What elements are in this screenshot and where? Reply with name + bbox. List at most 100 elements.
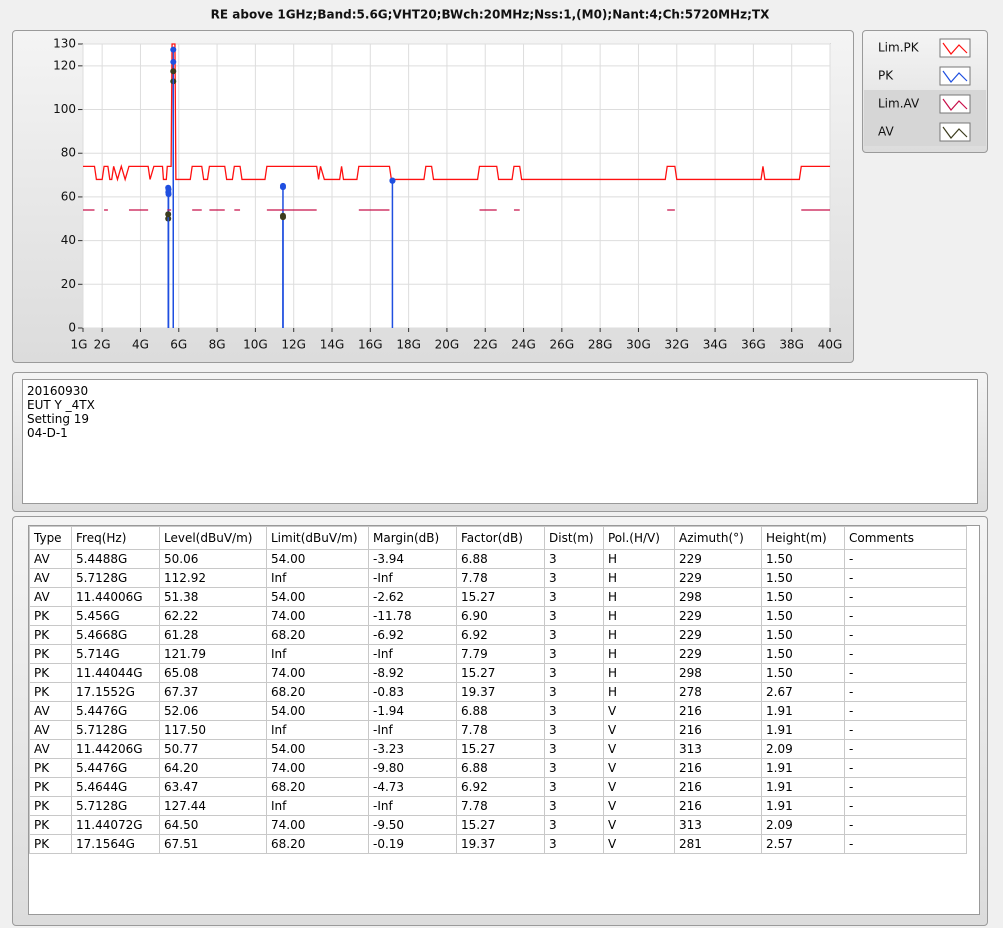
stem-point	[165, 186, 172, 193]
table-cell: 52.06	[159, 701, 267, 721]
y-tick-label: 100	[53, 102, 76, 116]
x-tick-label: 38G	[779, 338, 804, 352]
table-cell: -	[844, 568, 967, 588]
x-tick-label: 34G	[703, 338, 728, 352]
legend-swatch-box	[939, 38, 971, 58]
table-cell: V	[603, 701, 675, 721]
table-cell: 2.67	[761, 682, 845, 702]
table-cell: 7.79	[456, 644, 545, 664]
table-cell: -	[844, 834, 967, 854]
x-tick-label: 12G	[281, 338, 306, 352]
table-cell: 1.91	[761, 720, 845, 740]
table-row: AV 5.7128G 112.92 Inf -Inf 7.78 3 H 229 1.50-	[29, 568, 967, 588]
table-cell: 65.08	[159, 663, 267, 683]
notes-panel: 20160930 EUT Y _4TX Setting 19 04-D-1	[12, 372, 988, 512]
table-cell: H	[603, 568, 675, 588]
table-cell: 6.88	[456, 701, 545, 721]
table-cell: 74.00	[266, 663, 369, 683]
y-tick-label: 60	[61, 189, 76, 203]
table-cell: V	[603, 796, 675, 816]
table-cell: 17.1552G	[71, 682, 160, 702]
stem-point	[280, 214, 287, 221]
table-cell: 11.44072G	[71, 815, 160, 835]
table-cell: H	[603, 682, 675, 702]
table-row: PK 11.44072G 64.50 74.00 -9.50 15.27 3 V 313 2.09…	[29, 815, 967, 835]
table-cell: AV	[29, 587, 72, 607]
table-cell: AV	[29, 739, 72, 759]
x-tick-label: 24G	[511, 338, 536, 352]
table-cell: H	[603, 644, 675, 664]
chart-title: RE above 1GHz;Band:5.6G;VHT20;BWch:20MHz…	[211, 8, 770, 22]
x-tick-label: 14G	[320, 338, 345, 352]
column-header: Freq(Hz)	[71, 526, 160, 550]
table-cell: -11.78	[368, 606, 457, 626]
column-header: Margin(dB)	[368, 526, 457, 550]
table-cell: 2.57	[761, 834, 845, 854]
y-tick-label: 120	[53, 58, 76, 72]
table-cell: 61.28	[159, 625, 267, 645]
table-cell: Inf	[266, 796, 369, 816]
table-cell: 216	[674, 701, 762, 721]
table-cell: 216	[674, 758, 762, 778]
table-cell: -9.80	[368, 758, 457, 778]
table-cell: H	[603, 625, 675, 645]
table-cell: 5.4476G	[71, 758, 160, 778]
table-cell: 229	[674, 568, 762, 588]
table-cell: -Inf	[368, 568, 457, 588]
column-header: Comments	[844, 526, 967, 550]
table-cell: PK	[29, 625, 72, 645]
table-cell: 1.50	[761, 644, 845, 664]
table-cell: PK	[29, 606, 72, 626]
y-tick-label: 20	[61, 277, 76, 291]
table-row: PK 17.1552G 67.37 68.20 -0.83 19.37 3 H 278 2.67-	[29, 682, 967, 702]
x-tick-label: 1G	[71, 338, 88, 352]
table-row: PK 5.456G 62.22 74.00 -11.78 6.90 3 H 229 1.50-	[29, 606, 967, 626]
x-tick-label: 32G	[664, 338, 689, 352]
x-tick-label: 2G	[94, 338, 111, 352]
table-cell: -Inf	[368, 644, 457, 664]
table-row: AV 5.4476G 52.06 54.00 -1.94 6.88 3 V 216 1.91-	[29, 701, 967, 721]
table-cell: 5.714G	[71, 644, 160, 664]
table-cell: -0.19	[368, 834, 457, 854]
x-tick-label: 40G	[818, 338, 843, 352]
table-box: Type Freq(Hz) Level(dBuV/m) Limit(dBuV/m) Ma…	[28, 525, 980, 915]
table-cell: 74.00	[266, 758, 369, 778]
table-cell: V	[603, 815, 675, 835]
header-row: Type Freq(Hz) Level(dBuV/m) Limit(dBuV/m) Ma…	[29, 526, 967, 550]
table-cell: -0.83	[368, 682, 457, 702]
table-cell: 6.90	[456, 606, 545, 626]
table-cell: -	[844, 625, 967, 645]
x-tick-label: 30G	[626, 338, 651, 352]
x-tick-label: 28G	[588, 338, 613, 352]
legend-swatch	[942, 70, 968, 83]
column-header: Azimuth(°)	[674, 526, 762, 550]
table-cell: 278	[674, 682, 762, 702]
table-cell: -	[844, 796, 967, 816]
column-header: Limit(dBuV/m)	[266, 526, 369, 550]
table-cell: V	[603, 758, 675, 778]
table-cell: -	[844, 758, 967, 778]
table-cell: 64.20	[159, 758, 267, 778]
table-cell: 6.88	[456, 758, 545, 778]
note-line: 04-D-1	[27, 426, 68, 440]
table-cell: 112.92	[159, 568, 267, 588]
table-cell: 3	[544, 796, 604, 816]
table-cell: 74.00	[266, 606, 369, 626]
table-cell: 3	[544, 834, 604, 854]
table-cell: 7.78	[456, 568, 545, 588]
x-tick-label: 26G	[550, 338, 575, 352]
table-cell: 15.27	[456, 815, 545, 835]
table-cell: 5.7128G	[71, 568, 160, 588]
table-cell: -3.23	[368, 739, 457, 759]
table-cell: AV	[29, 701, 72, 721]
table-cell: 229	[674, 606, 762, 626]
table-cell: 3	[544, 587, 604, 607]
table-cell: 3	[544, 568, 604, 588]
table-cell: 50.77	[159, 739, 267, 759]
table-cell: 117.50	[159, 720, 267, 740]
x-tick-label: 20G	[435, 338, 460, 352]
table-cell: -1.94	[368, 701, 457, 721]
table-cell: 50.06	[159, 549, 267, 569]
table-cell: 67.51	[159, 834, 267, 854]
table-cell: -6.92	[368, 625, 457, 645]
